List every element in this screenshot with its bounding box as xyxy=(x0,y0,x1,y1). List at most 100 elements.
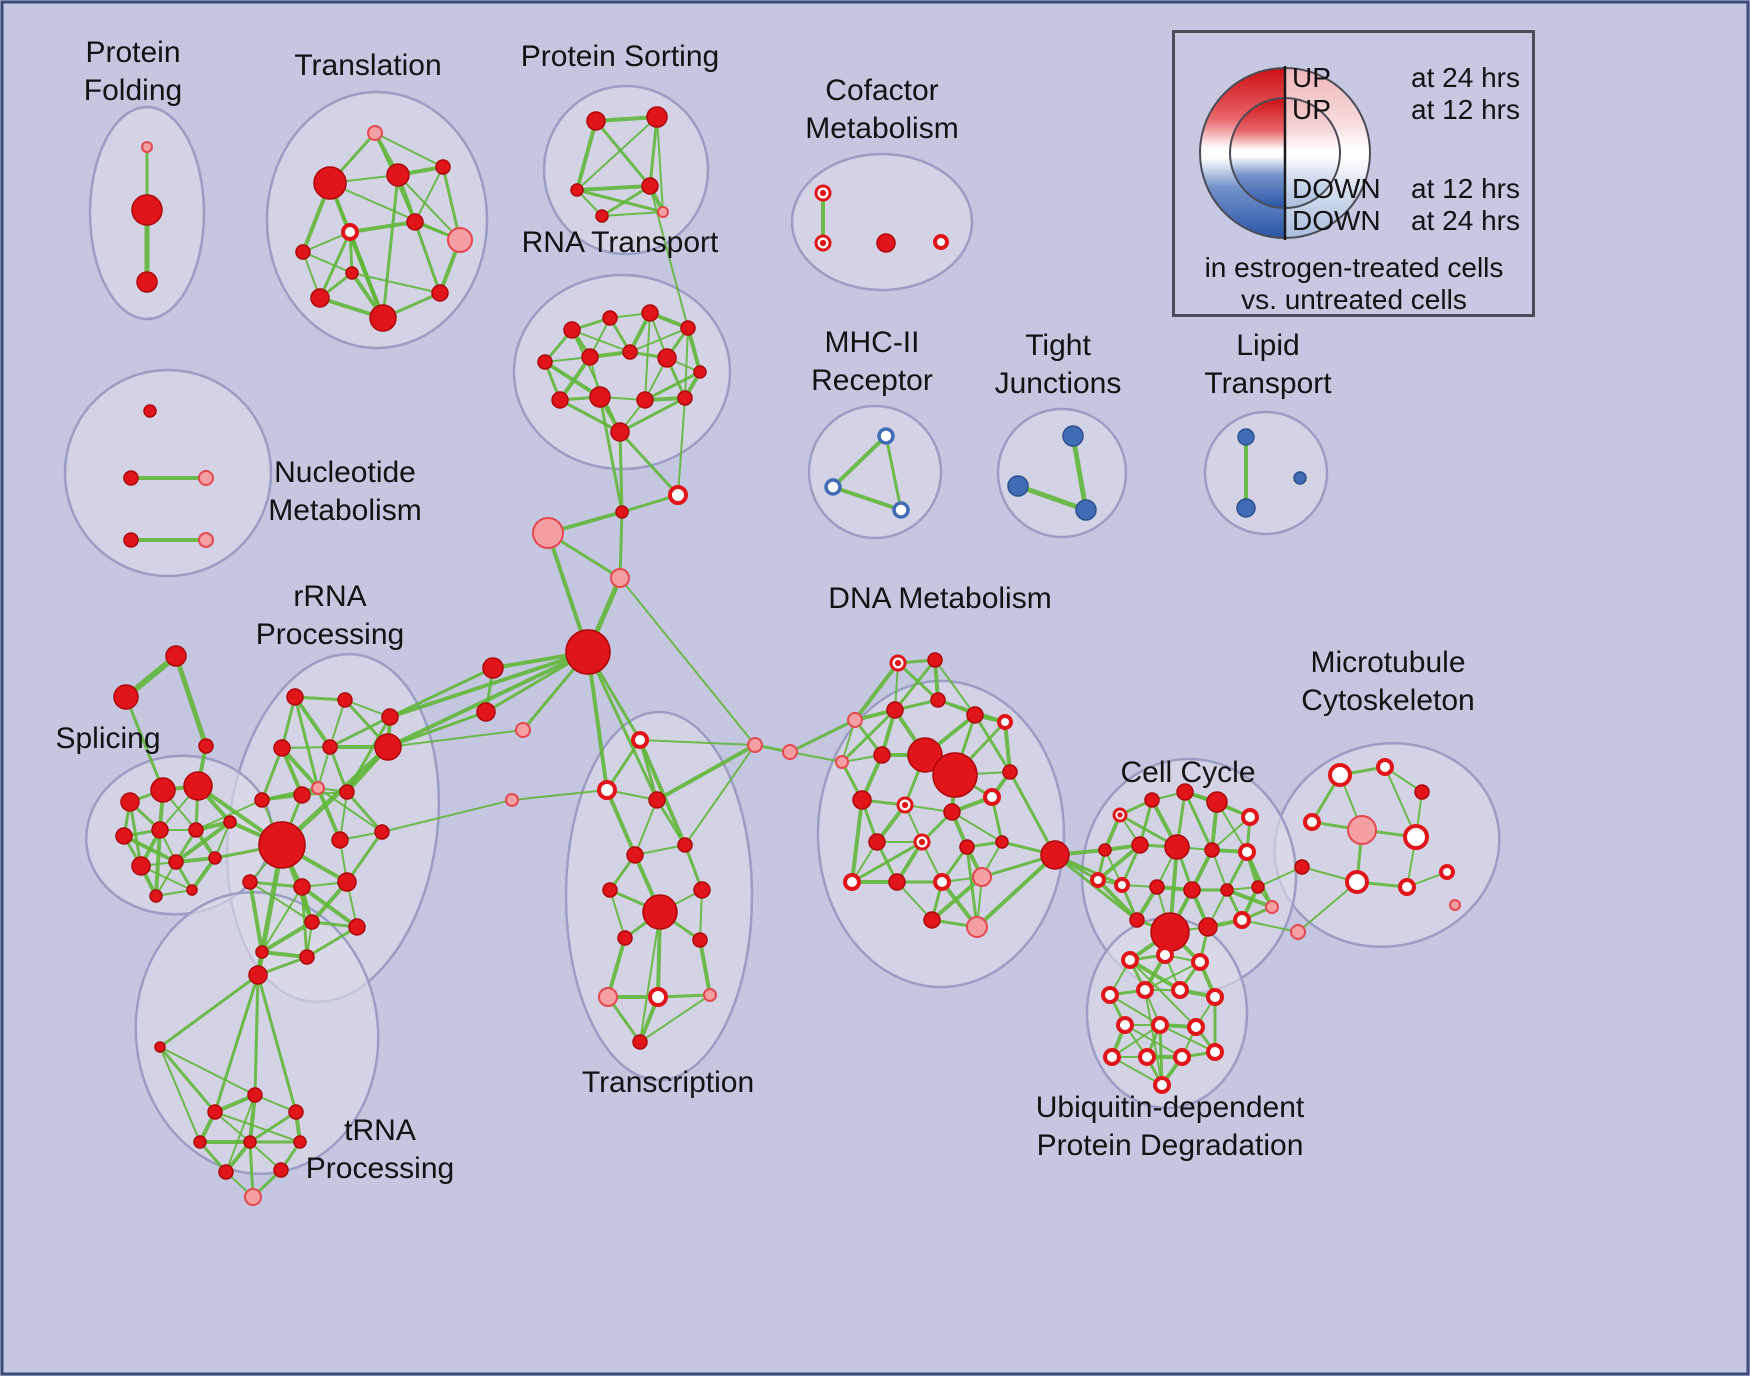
network-edge xyxy=(1241,919,1299,933)
network-edge xyxy=(831,434,888,489)
network-node xyxy=(1251,880,1265,894)
network-node xyxy=(1236,498,1256,518)
network-node xyxy=(198,470,214,486)
network-edge xyxy=(1257,866,1303,888)
network-edge xyxy=(511,789,608,801)
network-edge xyxy=(280,746,320,790)
legend-caption-line2: vs. untreated cells xyxy=(1241,284,1467,315)
network-edge xyxy=(934,659,976,716)
network-edge xyxy=(639,911,661,1043)
cluster-label-lipid-transport: Lipid Transport xyxy=(1204,329,1332,400)
network-node xyxy=(933,234,949,250)
network-node xyxy=(208,851,222,865)
network-edge xyxy=(248,1093,257,1144)
network-node xyxy=(242,874,258,890)
network-node xyxy=(907,737,943,773)
network-node xyxy=(369,304,397,332)
network-node xyxy=(248,965,268,985)
network-node xyxy=(581,348,599,366)
network-edge xyxy=(173,653,209,749)
network-edge xyxy=(571,329,631,353)
network-node xyxy=(636,391,654,409)
network-node xyxy=(648,791,666,809)
network-edge xyxy=(345,715,392,794)
legend-caption-line1: in estrogen-treated cells xyxy=(1205,252,1504,283)
cluster-region-translation xyxy=(265,90,489,350)
network-node xyxy=(995,835,1009,849)
network-node xyxy=(1090,872,1106,888)
network-node xyxy=(1151,1016,1169,1034)
cluster-label-rna-transport: RNA Transport xyxy=(522,226,719,259)
network-edge xyxy=(260,746,284,802)
network-edge xyxy=(158,973,260,1049)
network-node xyxy=(622,344,638,360)
network-node xyxy=(586,111,606,131)
network-node xyxy=(1206,791,1228,813)
cluster-label-translation: Translation xyxy=(294,49,441,82)
network-node xyxy=(258,821,306,869)
network-node xyxy=(847,712,863,728)
network-edge xyxy=(634,799,658,856)
network-edge xyxy=(1158,1023,1164,1087)
cluster-label-rrna-processing: rRNA Processing xyxy=(256,580,404,651)
network-edge xyxy=(345,790,384,834)
network-edge xyxy=(348,220,417,234)
network-edge xyxy=(586,650,609,792)
network-node xyxy=(288,1104,304,1120)
network-edge xyxy=(397,174,461,241)
network-node xyxy=(381,708,399,726)
network-edge xyxy=(305,925,359,959)
network-edge xyxy=(840,708,897,764)
network-node xyxy=(657,348,677,368)
network-edge xyxy=(1015,483,1089,513)
network-node xyxy=(598,987,618,1007)
network-node xyxy=(932,752,978,798)
network-node xyxy=(597,780,617,800)
network-node xyxy=(341,223,359,241)
network-edge xyxy=(618,396,687,434)
cluster-label-protein-sorting: Protein Sorting xyxy=(521,40,719,73)
network-node xyxy=(1241,808,1259,826)
network-node xyxy=(642,894,678,930)
network-edge xyxy=(386,650,590,749)
network-node xyxy=(966,916,988,938)
network-node xyxy=(322,739,338,755)
network-node xyxy=(1149,879,1165,895)
network-node xyxy=(154,1041,166,1053)
network-node xyxy=(648,987,668,1007)
network-node xyxy=(286,688,304,706)
network-edge xyxy=(831,485,903,512)
network-edge xyxy=(618,430,624,514)
cluster-label-nucleotide-metabolism: Nucleotide Metabolism xyxy=(268,456,421,527)
network-node xyxy=(386,163,410,187)
network-node xyxy=(589,386,611,408)
network-node xyxy=(348,918,366,936)
network-node xyxy=(311,781,325,795)
network-edge xyxy=(261,886,303,953)
network-node xyxy=(331,831,349,849)
network-node xyxy=(243,1135,257,1149)
network-node xyxy=(1303,813,1321,831)
network-node xyxy=(1376,758,1394,776)
network-node xyxy=(824,478,842,496)
network-edge xyxy=(159,1046,256,1096)
network-edge xyxy=(1003,720,1012,774)
network-node xyxy=(877,427,895,445)
network-node xyxy=(1116,1016,1134,1034)
network-node xyxy=(1098,843,1112,857)
network-node xyxy=(293,878,311,896)
cluster-region-cofactor-metabolism xyxy=(790,152,974,292)
cluster-label-tight-junctions: Tight Junctions xyxy=(995,329,1122,400)
network-node xyxy=(886,701,904,719)
network-edge xyxy=(965,845,979,929)
network-edge xyxy=(293,695,332,749)
network-node-core xyxy=(1117,812,1123,818)
network-node xyxy=(1103,1048,1121,1066)
legend-up-12-time: at 12 hrs xyxy=(1411,94,1520,125)
network-node xyxy=(293,1135,307,1149)
network-edge xyxy=(594,119,652,188)
network-node xyxy=(198,738,214,754)
network-node xyxy=(136,271,158,293)
network-edge xyxy=(381,173,400,320)
